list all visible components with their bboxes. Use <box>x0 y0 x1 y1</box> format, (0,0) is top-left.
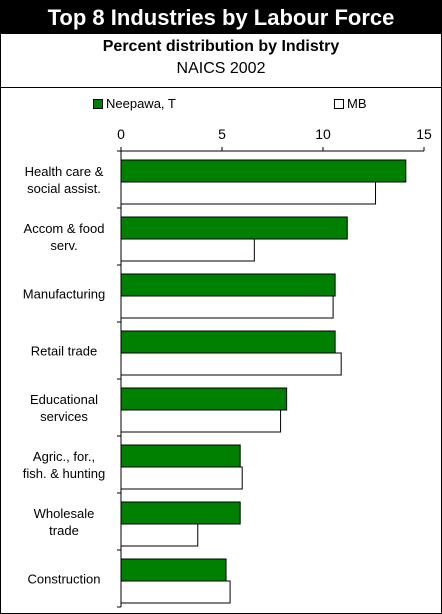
x-tick-label: 5 <box>218 126 226 142</box>
bar-series-1 <box>120 387 288 411</box>
bar-series-2 <box>120 466 243 490</box>
category-label: Educational <box>30 392 98 407</box>
bar-series-2 <box>120 181 377 205</box>
category-label: Agric., for., <box>33 449 95 464</box>
title-separator <box>1 87 441 88</box>
bar-series-1 <box>120 273 336 297</box>
bar-series-1 <box>120 444 241 468</box>
bar-series-2 <box>120 523 199 547</box>
chart-subtitle: Percent distribution by Indistry <box>102 38 340 55</box>
bar-series-1 <box>120 159 407 183</box>
bar-series-2 <box>120 352 342 376</box>
legend-item-series-2: MB <box>334 96 367 111</box>
legend-label-series-2: MB <box>347 96 367 111</box>
category-label: Construction <box>28 572 101 587</box>
bar-series-1 <box>120 501 241 525</box>
bar-series-1 <box>120 216 348 240</box>
legend-swatch-series-1 <box>93 98 103 109</box>
bar-series-2 <box>120 409 282 433</box>
legend-swatch-series-2 <box>334 98 344 109</box>
bar-series-1 <box>120 330 336 354</box>
legend-item-series-1: Neepawa, T <box>93 96 176 111</box>
bar-series-2 <box>120 238 255 262</box>
x-tick-label: 0 <box>117 126 125 142</box>
category-label: services <box>40 409 88 424</box>
x-tick-label: 15 <box>416 126 432 142</box>
legend-label-series-1: Neepawa, T <box>106 96 176 111</box>
chart-subtitle-2: NAICS 2002 <box>176 60 266 77</box>
bar-series-2 <box>120 580 231 604</box>
category-label: Manufacturing <box>23 287 105 302</box>
category-label: Wholesale <box>34 506 95 521</box>
category-label: social assist. <box>27 181 101 196</box>
category-label: Accom & food <box>24 221 105 236</box>
chart-title: Top 8 Industries by Labour Force <box>1 1 441 34</box>
bar-series-1 <box>120 558 227 582</box>
category-label: serv. <box>50 238 77 253</box>
category-label: Health care & <box>25 164 104 179</box>
category-label: fish. & hunting <box>23 466 105 481</box>
x-tick-label: 10 <box>315 126 331 142</box>
category-label: Retail trade <box>31 344 97 359</box>
bar-series-2 <box>120 295 334 319</box>
category-label: trade <box>49 523 79 538</box>
